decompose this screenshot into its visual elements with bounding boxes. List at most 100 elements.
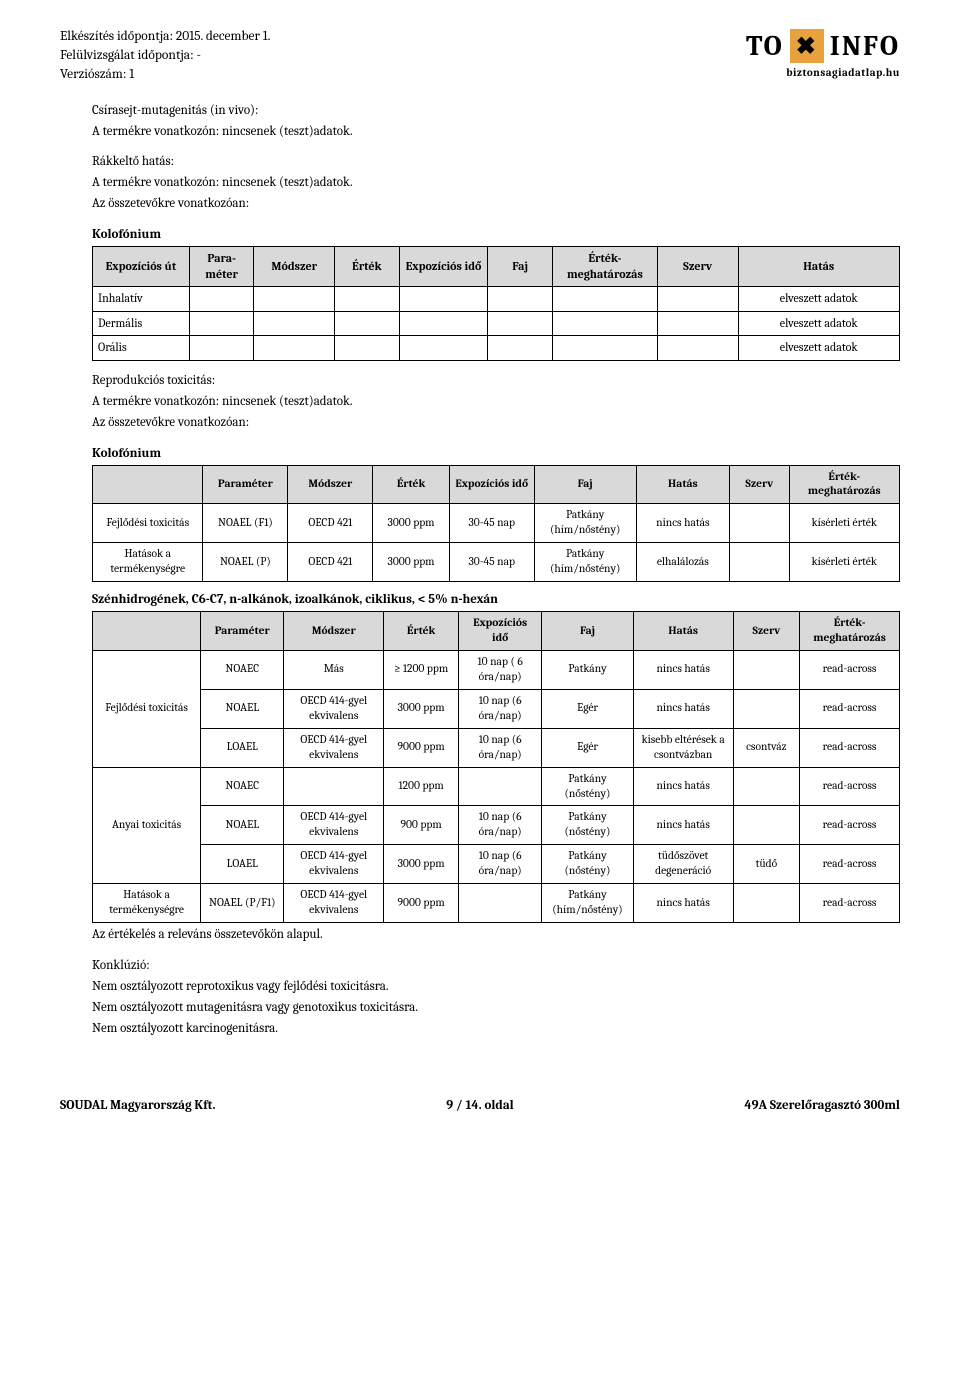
td bbox=[730, 543, 789, 582]
td: csontváz bbox=[733, 728, 800, 767]
table-row: NOAEL OECD 414-gyel ekvivalens 3000 ppm … bbox=[93, 689, 900, 728]
logo-text-right: INFO bbox=[830, 28, 900, 64]
td: 30-45 nap bbox=[449, 543, 534, 582]
table3-title: Szénhidrogének, C6-C7, n-alkánok, izoalk… bbox=[92, 592, 900, 609]
th: Érték-meghatározás bbox=[789, 465, 899, 504]
th bbox=[93, 465, 203, 504]
td: Egér bbox=[542, 689, 634, 728]
td: 1200 ppm bbox=[384, 767, 459, 806]
td: 3000 ppm bbox=[373, 504, 449, 543]
td: Dermális bbox=[93, 311, 190, 336]
td bbox=[733, 767, 800, 806]
td: kísérleti érték bbox=[789, 543, 899, 582]
td: 900 ppm bbox=[384, 806, 459, 845]
td: OECD 421 bbox=[288, 543, 373, 582]
td: Más bbox=[284, 650, 384, 689]
th: Szerv bbox=[657, 247, 738, 287]
section-mutagenicity: Csírasejt-mutagenitás (in vivo): A termé… bbox=[92, 103, 900, 141]
footer-right: 49A Szerelőragasztó 300ml bbox=[744, 1098, 900, 1115]
table-row: Fejlődési toxicitás NOAEL (F1) OECD 421 … bbox=[93, 504, 900, 543]
td bbox=[733, 884, 800, 923]
td: 9000 ppm bbox=[384, 884, 459, 923]
td: NOAEL bbox=[201, 689, 284, 728]
td: 3000 ppm bbox=[384, 845, 459, 884]
th: Paraméter bbox=[203, 465, 288, 504]
td bbox=[284, 767, 384, 806]
td-group: Anyai toxicitás bbox=[93, 767, 201, 884]
main-content: Csírasejt-mutagenitás (in vivo): A termé… bbox=[92, 103, 900, 1038]
th: Paraméter bbox=[201, 612, 284, 651]
table-hydrocarbons: Paraméter Módszer Érték Expozíciós idő F… bbox=[92, 611, 900, 923]
table-row: Hatások a termékenységre NOAEL (P) OECD … bbox=[93, 543, 900, 582]
td: elveszett adatok bbox=[738, 287, 899, 312]
td: NOAEL (P/F1) bbox=[201, 884, 284, 923]
table-row: Paraméter Módszer Érték Expozíciós idő F… bbox=[93, 465, 900, 504]
sec3-line3: Az összetevőkre vonatkozóan: bbox=[92, 415, 900, 432]
td: OECD 414-gyel ekvivalens bbox=[284, 689, 384, 728]
th: Módszer bbox=[288, 465, 373, 504]
table1-title: Kolofónium bbox=[92, 227, 900, 244]
th bbox=[93, 612, 201, 651]
konkluzio-l2: Nem osztályozott mutagenitásra vagy geno… bbox=[92, 1000, 900, 1017]
th: Szerv bbox=[733, 612, 800, 651]
th: Hatás bbox=[738, 247, 899, 287]
td: NOAEL (P) bbox=[203, 543, 288, 582]
td: tüdő bbox=[733, 845, 800, 884]
sec1-line2: A termékre vonatkozón: nincsenek (teszt)… bbox=[92, 124, 900, 141]
td: Patkány (nőstény) bbox=[542, 767, 634, 806]
header-meta: Elkészítés időpontja: 2015. december 1. … bbox=[60, 28, 270, 85]
sec3-line2: A termékre vonatkozón: nincsenek (teszt)… bbox=[92, 394, 900, 411]
logo-subtitle: biztonsagiadatlap.hu bbox=[746, 66, 900, 80]
td: read-across bbox=[800, 689, 900, 728]
section-carcinogenic: Rákkeltő hatás: A termékre vonatkozón: n… bbox=[92, 154, 900, 213]
table-row: LOAEL OECD 414-gyel ekvivalens 3000 ppm … bbox=[93, 845, 900, 884]
table-row: NOAEL OECD 414-gyel ekvivalens 900 ppm 1… bbox=[93, 806, 900, 845]
th: Érték bbox=[384, 612, 459, 651]
td: NOAEL bbox=[201, 806, 284, 845]
td: Fejlődési toxicitás bbox=[93, 504, 203, 543]
td: 3000 ppm bbox=[384, 689, 459, 728]
td: 10 nap ( 6 óra/nap) bbox=[459, 650, 542, 689]
date-line: Elkészítés időpontja: 2015. december 1. bbox=[60, 28, 270, 47]
table-row: Anyai toxicitás NOAEC 1200 ppm Patkány (… bbox=[93, 767, 900, 806]
td: nincs hatás bbox=[636, 504, 729, 543]
table-row: Paraméter Módszer Érték Expozíciós idő F… bbox=[93, 612, 900, 651]
th: Expozíciós idő bbox=[459, 612, 542, 651]
konkluzio-l1: Nem osztályozott reprotoxikus vagy fejlő… bbox=[92, 979, 900, 996]
td: Patkány (nőstény) bbox=[542, 845, 634, 884]
td: NOAEC bbox=[201, 767, 284, 806]
th: Érték bbox=[335, 247, 400, 287]
logo-x-icon: ✖ bbox=[790, 29, 824, 63]
th: Módszer bbox=[254, 247, 335, 287]
table2-title: Kolofónium bbox=[92, 446, 900, 463]
td bbox=[459, 767, 542, 806]
td: 10 nap (6 óra/nap) bbox=[459, 728, 542, 767]
th: Hatás bbox=[633, 612, 733, 651]
td: Patkány (hím/nőstény) bbox=[542, 884, 634, 923]
td: elhalálozás bbox=[636, 543, 729, 582]
td: 30-45 nap bbox=[449, 504, 534, 543]
th: Szerv bbox=[730, 465, 789, 504]
table-row: Expozíciós út Para-méter Módszer Érték E… bbox=[93, 247, 900, 287]
th: Módszer bbox=[284, 612, 384, 651]
td: OECD 414-gyel ekvivalens bbox=[284, 884, 384, 923]
td: nincs hatás bbox=[633, 806, 733, 845]
th: Érték-meghatározás bbox=[800, 612, 900, 651]
section-conclusion: Konklúzió: Nem osztályozott reprotoxikus… bbox=[92, 958, 900, 1038]
td bbox=[733, 650, 800, 689]
th: Faj bbox=[488, 247, 553, 287]
footer-center: 9 / 14. oldal bbox=[446, 1098, 513, 1115]
footer-left: SOUDAL Magyarország Kft. bbox=[60, 1098, 216, 1115]
td: OECD 421 bbox=[288, 504, 373, 543]
td: read-across bbox=[800, 728, 900, 767]
th: Expozíciós út bbox=[93, 247, 190, 287]
td: read-across bbox=[800, 650, 900, 689]
td: NOAEL (F1) bbox=[203, 504, 288, 543]
th: Érték-meghatározás bbox=[552, 247, 657, 287]
td: nincs hatás bbox=[633, 650, 733, 689]
td bbox=[459, 884, 542, 923]
td: Hatások a termékenységre bbox=[93, 543, 203, 582]
table-kolofonium-1: Expozíciós út Para-méter Módszer Érték E… bbox=[92, 246, 900, 361]
td: 9000 ppm bbox=[384, 728, 459, 767]
page-footer: SOUDAL Magyarország Kft. 9 / 14. oldal 4… bbox=[60, 1098, 900, 1115]
